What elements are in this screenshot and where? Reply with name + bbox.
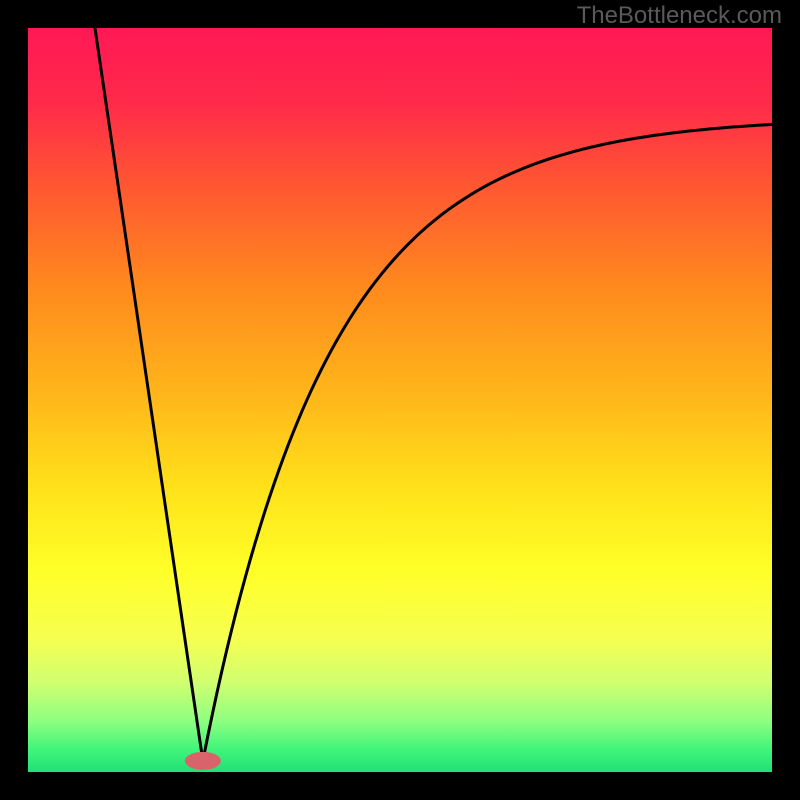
chart-svg — [0, 0, 800, 800]
watermark-text: TheBottleneck.com — [577, 2, 782, 30]
plot-background — [28, 28, 772, 772]
valley-marker — [185, 752, 221, 770]
chart-container: TheBottleneck.com — [0, 0, 800, 800]
